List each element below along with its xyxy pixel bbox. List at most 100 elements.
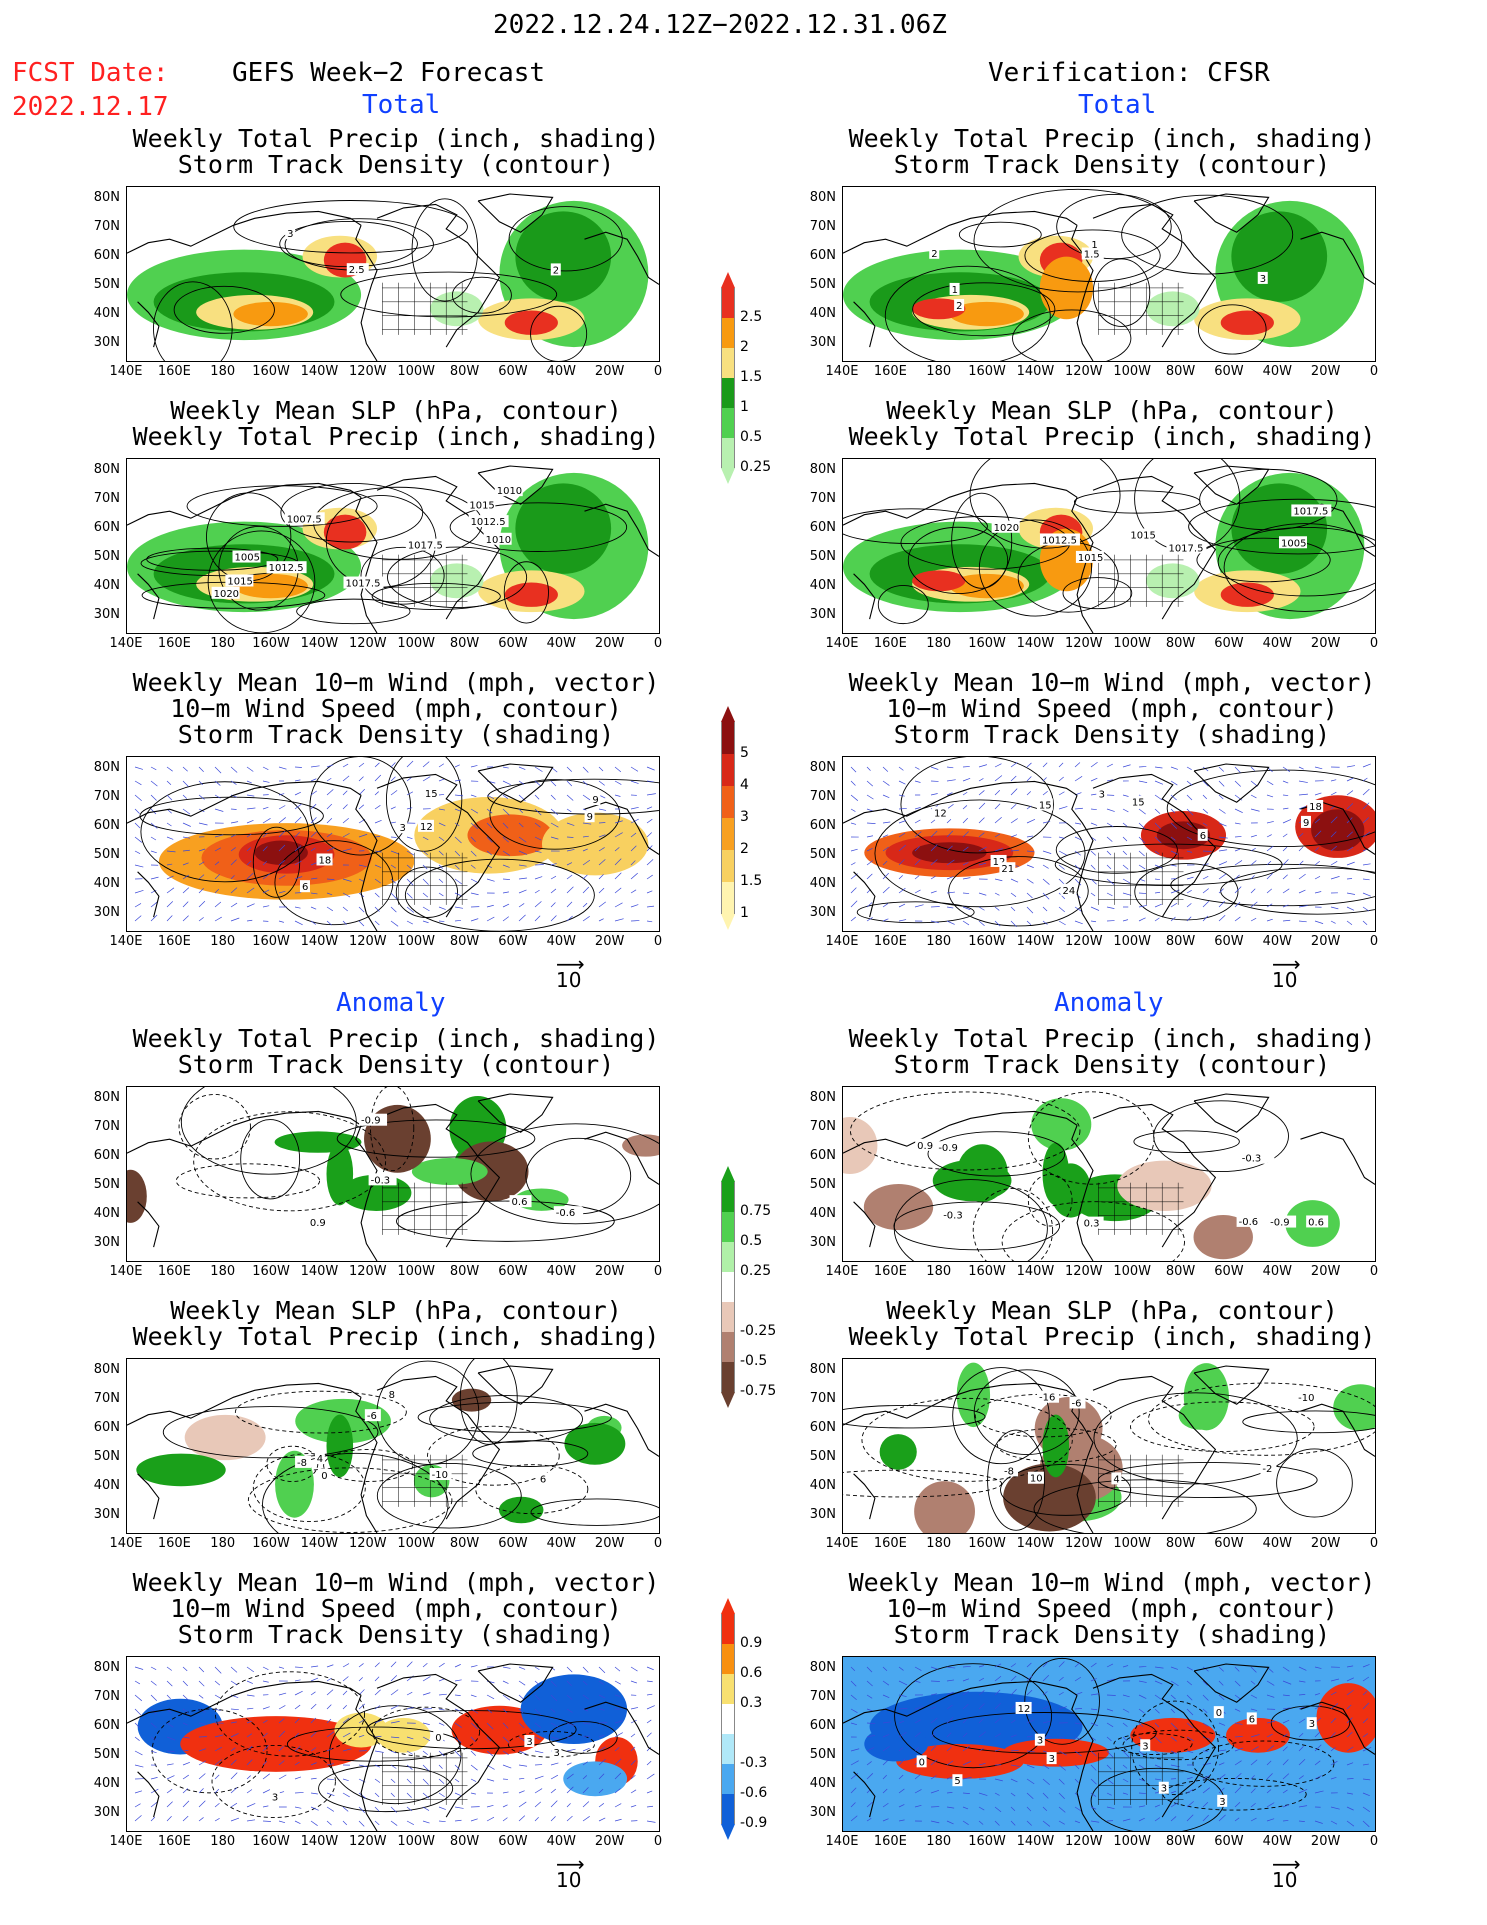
wind-vector bbox=[1250, 1666, 1257, 1673]
wind-vector bbox=[978, 862, 986, 866]
colorbar-segment bbox=[721, 348, 735, 378]
wind-vector bbox=[326, 920, 332, 926]
contour-line bbox=[449, 502, 628, 552]
wind-vector bbox=[422, 1778, 429, 1785]
lat-tick: 70N bbox=[809, 789, 836, 804]
anomaly-shade bbox=[914, 1481, 975, 1533]
lon-tick: 120W bbox=[1064, 636, 1103, 651]
lat-tick: 30N bbox=[809, 335, 836, 350]
wind-vector bbox=[1186, 766, 1192, 770]
lon-tick: 20W bbox=[1310, 1536, 1341, 1551]
wind-vector bbox=[1010, 788, 1018, 796]
wind-vector bbox=[1186, 1736, 1194, 1742]
wind-vector bbox=[1282, 766, 1291, 772]
contour-label-bg bbox=[1081, 247, 1104, 260]
wind-vector bbox=[1202, 780, 1209, 787]
wind-vector bbox=[882, 794, 890, 798]
wind-vector bbox=[1010, 1778, 1018, 1783]
wind-vector bbox=[214, 1818, 220, 1822]
wind-vector bbox=[518, 850, 528, 855]
lat-tick: 50N bbox=[93, 549, 120, 564]
wind-vector bbox=[534, 915, 541, 922]
contour-label: 3 bbox=[287, 229, 293, 240]
wind-vector bbox=[614, 918, 624, 922]
wind-vector bbox=[1266, 918, 1273, 922]
wind-vector bbox=[1170, 1736, 1177, 1742]
wind-vector bbox=[278, 1730, 286, 1738]
wind-vector bbox=[566, 849, 575, 852]
wind-vector bbox=[882, 780, 890, 786]
wind-vector bbox=[342, 1778, 349, 1782]
wind-vector bbox=[598, 1680, 604, 1685]
wind-vector bbox=[438, 1792, 445, 1798]
wind-vector bbox=[614, 1732, 623, 1738]
wind-vector bbox=[1074, 822, 1082, 825]
wind-vector bbox=[310, 892, 318, 895]
wind-vector bbox=[326, 1677, 332, 1682]
coastline bbox=[1092, 475, 1217, 620]
wind-vector bbox=[930, 1680, 940, 1682]
wind-vector bbox=[1074, 1778, 1079, 1783]
wind-vector bbox=[914, 807, 921, 810]
wind-vector bbox=[1058, 1820, 1065, 1825]
coastline bbox=[137, 573, 160, 620]
wind-vector bbox=[1298, 905, 1308, 908]
contour-label-bg bbox=[932, 806, 949, 819]
wind-vector bbox=[230, 1733, 239, 1738]
wind-vector bbox=[518, 1764, 528, 1767]
wind-vector bbox=[978, 1690, 985, 1696]
colorbar-label: -0.75 bbox=[740, 1383, 777, 1399]
wind-vector bbox=[1202, 915, 1209, 922]
contour-label-bg bbox=[1060, 883, 1077, 896]
wind-vector bbox=[214, 1708, 221, 1712]
wind-vector bbox=[882, 1802, 889, 1808]
wind-vector bbox=[1330, 1717, 1337, 1724]
wind-vector bbox=[1362, 831, 1371, 838]
wind-vector bbox=[1138, 1666, 1147, 1668]
wind-vector bbox=[262, 780, 270, 783]
lat-tick: 50N bbox=[93, 277, 120, 292]
wind-vector bbox=[214, 1734, 224, 1738]
wind-vector bbox=[518, 1750, 527, 1755]
wind-vector bbox=[850, 1694, 857, 1700]
wind-vector bbox=[978, 778, 984, 782]
wind-vector bbox=[1058, 836, 1065, 839]
contour-label-bg bbox=[295, 1455, 312, 1468]
wind-vector bbox=[518, 1708, 524, 1714]
contour-label: 1012.5 bbox=[471, 517, 506, 528]
wind-vector bbox=[566, 1722, 575, 1726]
wind-vector bbox=[1074, 1736, 1082, 1741]
wind-vector bbox=[582, 780, 588, 786]
lat-tick: 80N bbox=[809, 190, 836, 205]
wind-vector bbox=[214, 888, 220, 894]
lon-tick: 120W bbox=[348, 934, 387, 949]
contour-label: 1007.5 bbox=[287, 514, 322, 525]
wind-vector bbox=[898, 1774, 904, 1780]
wind-vector bbox=[486, 822, 493, 829]
wind-vector bbox=[882, 872, 889, 880]
wind-vector bbox=[278, 890, 286, 894]
colorbar-label: -0.25 bbox=[740, 1323, 777, 1339]
wind-vector bbox=[166, 780, 172, 786]
wind-vector bbox=[358, 878, 365, 882]
wind-vector bbox=[246, 860, 252, 866]
wind-vector bbox=[1346, 906, 1355, 911]
anomaly-shade bbox=[411, 1157, 488, 1186]
contour-line bbox=[340, 271, 558, 318]
lat-tick: 50N bbox=[809, 1449, 836, 1464]
wind-vector bbox=[566, 766, 572, 772]
wind-vector bbox=[1330, 906, 1339, 910]
wind-vector bbox=[326, 789, 334, 796]
wind-vector bbox=[150, 1816, 156, 1822]
wind-vector bbox=[1170, 1790, 1177, 1794]
wind-vector bbox=[1058, 1691, 1064, 1696]
wind-vector bbox=[518, 1801, 527, 1808]
contour-line bbox=[459, 1359, 518, 1445]
precip-shade bbox=[1220, 310, 1274, 335]
wind-vector bbox=[502, 916, 509, 922]
wind-vector bbox=[534, 850, 542, 853]
wind-vector bbox=[850, 900, 858, 908]
wind-vector bbox=[1330, 1760, 1338, 1766]
coastline bbox=[584, 801, 659, 855]
anomaly-shade bbox=[520, 1674, 628, 1744]
